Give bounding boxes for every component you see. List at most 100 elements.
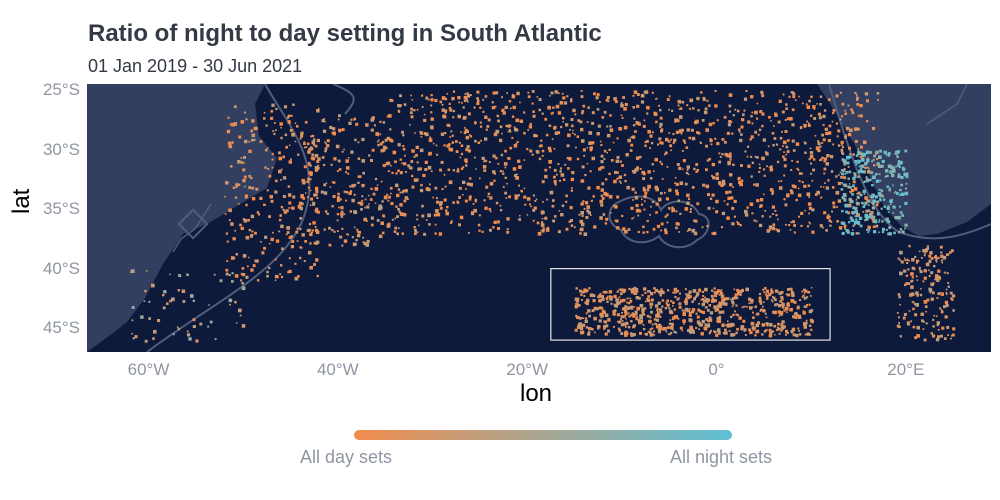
fishing-set-cell [604,222,608,225]
fishing-set-cell [819,224,823,228]
fishing-set-cell [312,221,316,225]
fishing-set-cell [599,292,602,295]
fishing-set-cell [809,333,812,336]
fishing-set-cell [777,120,781,124]
fishing-set-cell [398,227,400,229]
fishing-set-cell [936,297,939,299]
fishing-set-cell [506,217,510,221]
fishing-set-cell [706,224,709,228]
fishing-set-cell [488,207,492,211]
fishing-set-cell [790,289,793,292]
fishing-set-cell [600,194,603,197]
fishing-set-cell [467,231,470,234]
fishing-set-cell [423,232,427,236]
fishing-set-cell [936,257,939,260]
fishing-set-cell [658,330,661,334]
fishing-set-cell [768,115,771,119]
fishing-set-cell [907,268,910,271]
fishing-set-cell [630,333,634,337]
fishing-set-cell [404,196,409,200]
fishing-set-cell [723,115,727,119]
fishing-set-cell [316,197,319,199]
fishing-set-cell [950,297,953,300]
map-panel [87,84,991,352]
fishing-set-cell [494,105,497,108]
fishing-set-cell [357,201,360,204]
fishing-set-cell [238,203,240,205]
fishing-set-cell [945,288,948,291]
fishing-set-cell [802,294,805,297]
fishing-set-cell [883,151,886,154]
fishing-set-cell [657,327,662,331]
fishing-set-cell [264,235,268,239]
fishing-set-cell [384,138,388,142]
fishing-set-cell [401,214,404,216]
fishing-set-cell [666,303,668,306]
fishing-set-cell [580,139,585,143]
fishing-set-cell [613,179,617,184]
fishing-set-cell [659,108,662,112]
fishing-set-cell [843,176,847,180]
fishing-set-cell [395,172,398,175]
fishing-set-cell [483,199,486,202]
fishing-set-cell [857,175,860,178]
fishing-set-cell [897,174,901,179]
fishing-set-cell [904,313,906,316]
fishing-set-cell [683,310,686,313]
fishing-set-cell [746,206,749,209]
fishing-set-cell [758,292,762,296]
fishing-set-cell [865,150,870,155]
fishing-set-cell [862,140,867,145]
fishing-set-cell [411,185,415,189]
fishing-set-cell [590,214,592,216]
fishing-set-cell [561,204,565,207]
chart-title: Ratio of night to day setting in South A… [88,20,602,47]
fishing-set-cell [430,98,434,102]
fishing-set-cell [507,157,510,160]
fishing-set-cell [841,172,844,176]
fishing-set-cell [326,139,330,143]
fishing-set-cell [458,196,461,199]
fishing-set-cell [876,212,880,216]
fishing-set-cell [497,119,500,123]
fishing-set-cell [307,161,311,165]
fishing-set-cell [394,226,398,230]
fishing-set-cell [432,196,434,199]
fishing-set-cell [625,321,628,325]
fishing-set-cell [321,156,325,159]
fishing-set-cell [533,206,537,210]
fishing-set-cell [613,325,615,328]
fishing-set-cell [288,257,291,260]
fishing-set-cell [795,314,799,317]
fishing-set-cell [169,299,172,303]
fishing-set-cell [566,95,569,98]
fishing-set-cell [410,115,414,119]
fishing-set-cell [552,111,554,114]
fishing-set-cell [728,330,731,332]
fishing-set-cell [514,195,519,199]
fishing-set-cell [899,205,901,208]
fishing-set-cell [875,224,879,228]
fishing-set-cell [297,275,300,278]
fishing-set-cell [805,306,808,308]
fishing-set-cell [798,330,800,332]
fishing-set-cell [314,144,318,148]
fishing-set-cell [819,158,823,161]
fishing-set-cell [861,201,864,205]
fishing-set-cell [577,119,581,122]
fishing-set-cell [624,325,627,328]
fishing-set-cell [192,318,196,322]
fishing-set-cell [763,301,765,303]
fishing-set-cell [271,152,274,156]
fishing-set-cell [851,193,854,196]
fishing-set-cell [324,141,326,144]
fishing-set-cell [513,126,516,129]
fishing-set-cell [528,125,533,129]
fishing-set-cell [846,161,850,165]
fishing-set-cell [618,288,621,291]
fishing-set-cell [499,125,503,129]
fishing-set-cell [729,183,733,187]
fishing-set-cell [720,289,723,291]
fishing-set-cell [714,294,717,298]
fishing-set-cell [323,118,325,120]
